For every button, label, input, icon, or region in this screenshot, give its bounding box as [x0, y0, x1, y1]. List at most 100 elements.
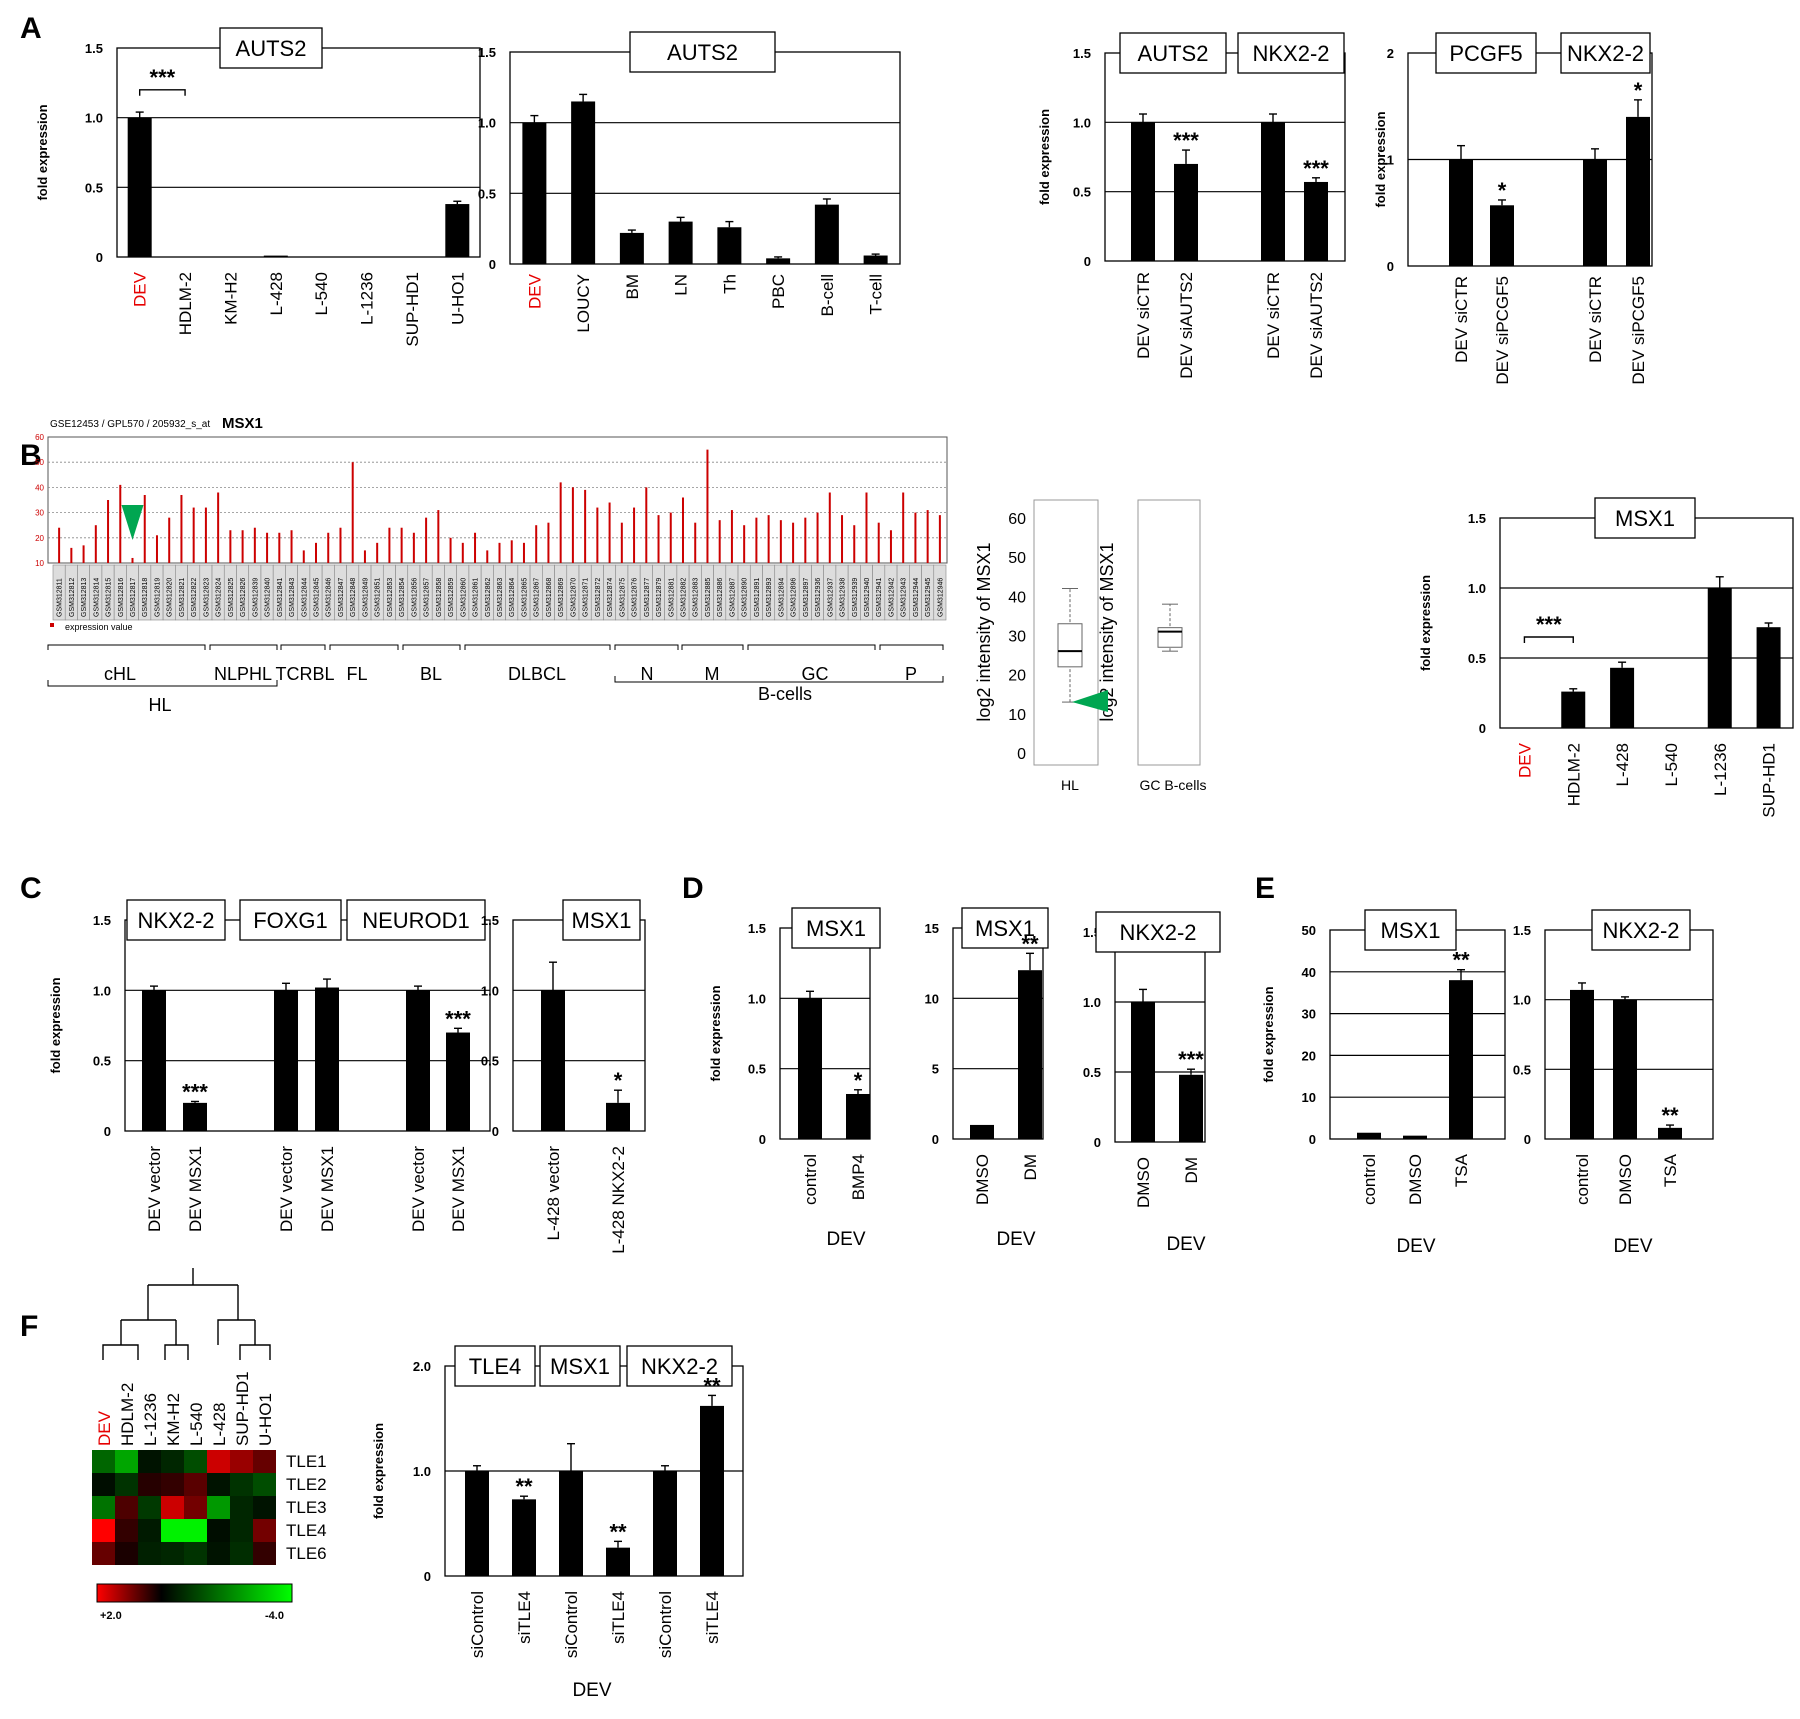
x-tick-label: control — [1573, 1154, 1592, 1205]
microarray-header: GSE12453 / GPL570 / 205932_s_at — [50, 419, 210, 430]
title-box — [539, 1345, 621, 1387]
x-tick-label: L-1236 — [1711, 743, 1730, 796]
box — [1057, 623, 1083, 668]
significance-mark: *** — [182, 1079, 208, 1104]
sample-label: GSM312868 — [546, 578, 553, 617]
heatmap-cell — [92, 1473, 115, 1496]
x-tick-label: DEV siPCGF5 — [1629, 276, 1648, 385]
heatmap-cell — [138, 1450, 161, 1473]
y-tick-label: 30 — [1302, 1007, 1316, 1022]
group-bracket — [879, 644, 944, 650]
sample-label: GSM312875 — [619, 578, 626, 617]
x-tick-label: TSA — [1661, 1153, 1680, 1187]
scale-low-label: -4.0 — [265, 1610, 284, 1622]
heatmap-cell — [207, 1450, 230, 1473]
scale-high-label: +2.0 — [100, 1610, 122, 1622]
x-tick-label: BMP4 — [849, 1154, 868, 1200]
sample-label: GSM312845 — [314, 578, 321, 617]
title-box — [126, 899, 226, 941]
heatmap-cell — [92, 1519, 115, 1542]
chart-title: NKX2-2 — [1252, 41, 1329, 66]
chart-title: MSX1 — [806, 916, 866, 941]
bar — [571, 101, 596, 264]
sample-label: GSM312811 — [57, 578, 64, 617]
y-tick-label: 20 — [1008, 668, 1026, 685]
x-tick-label: DEV MSX1 — [318, 1146, 337, 1232]
y-tick-label: 0.5 — [1083, 1065, 1101, 1080]
bar — [606, 1102, 630, 1131]
significance-mark: ** — [1021, 931, 1039, 956]
heatmap-cell — [138, 1519, 161, 1542]
heatmap-cell — [230, 1542, 253, 1565]
sample-label: GSM312856 — [411, 578, 418, 617]
sample-label: GSM312814 — [93, 578, 100, 617]
sample-label: GSM312846 — [326, 578, 333, 617]
sample-label: GSM312877 — [644, 578, 651, 617]
y-tick-label: 1.0 — [93, 983, 111, 998]
sample-label: GSM312843 — [289, 578, 296, 617]
bar — [127, 117, 152, 258]
y-tick-label: 1.5 — [481, 913, 499, 928]
chart-e-msx1-tsa: 0 10 20 30 40 50 fold expression control DMSO TSA… — [1261, 909, 1506, 1257]
y-tick-label: 2 — [1387, 46, 1394, 61]
significance-mark: * — [854, 1068, 863, 1093]
y-tick-label: 1.0 — [1468, 581, 1486, 596]
y-tick-label: 5 — [932, 1062, 939, 1077]
y-axis-label: log2 intensity of MSX1 — [974, 542, 994, 721]
panel-label-a: A — [20, 12, 42, 45]
panel-label-b: B — [20, 439, 42, 472]
x-axis-label: DEV — [1396, 1236, 1435, 1257]
chart-c-msx1-overexpression: 0 0.5 1.0 1.5 fold expression DEV vector DEV M… — [48, 899, 491, 1232]
heatmap-cell — [184, 1496, 207, 1519]
plot-frame — [124, 919, 491, 1132]
y-tick-label: 1.0 — [478, 116, 496, 131]
sample-label: GSM312826 — [240, 578, 247, 617]
chart-b-msx1-cell-lines: 0 0.5 1.0 1.5 fold expression DEV HDLM-2 L-428 L… — [1418, 497, 1794, 818]
y-tick-label: 0.5 — [478, 186, 496, 201]
x-axis-label: DEV — [1613, 1236, 1652, 1257]
x-tick-label: U-HO1 — [448, 272, 467, 325]
sample-label: GSM312886 — [717, 578, 724, 617]
heatmap-cell — [230, 1473, 253, 1496]
y-tick-label: 40 — [1302, 965, 1316, 980]
box-frame — [1137, 499, 1201, 766]
x-tick-label: siTLE4 — [515, 1591, 534, 1644]
column-label: L-540 — [187, 1403, 206, 1446]
significance-mark: ** — [1452, 948, 1470, 973]
bar — [1658, 1127, 1682, 1139]
sample-label: GSM312825 — [228, 578, 235, 617]
x-tick-label: DEV vector — [145, 1146, 164, 1232]
bar — [1179, 1074, 1203, 1142]
sample-label: GSM312848 — [350, 578, 357, 617]
panel-label-f: F — [20, 1310, 38, 1343]
bar — [1490, 205, 1514, 266]
bar — [1449, 980, 1473, 1139]
bar — [445, 204, 470, 257]
y-tick-label: 50 — [1008, 550, 1026, 567]
bar — [465, 1471, 489, 1576]
bar — [522, 122, 547, 265]
chart-title: NKX2-2 — [1119, 920, 1196, 945]
bar — [183, 1102, 207, 1131]
bar — [814, 204, 839, 264]
sample-label: GSM312945 — [925, 578, 932, 617]
sample-label: GSM312942 — [888, 578, 895, 617]
sample-label: GSM312817 — [130, 578, 137, 617]
x-axis-label: DEV — [996, 1229, 1035, 1250]
column-label: L-1236 — [141, 1393, 160, 1446]
y-axis-label: fold expression — [48, 977, 63, 1073]
x-axis-label: DEV — [1166, 1234, 1205, 1255]
bar — [1561, 691, 1586, 728]
y-axis-label: log2 intensity of MSX1 — [1097, 542, 1117, 721]
x-tick-label: siTLE4 — [609, 1591, 628, 1644]
heatmap-cell — [184, 1450, 207, 1473]
x-tick-label: SUP-HD1 — [403, 272, 422, 347]
heatmap-cell — [230, 1450, 253, 1473]
x-tick-label: DEV siCTR — [1134, 272, 1153, 359]
group-bracket — [681, 644, 744, 650]
x-tick-label: DMSO — [1134, 1157, 1153, 1208]
bar — [1707, 588, 1732, 728]
bar — [846, 1093, 870, 1139]
bar — [1131, 122, 1155, 261]
